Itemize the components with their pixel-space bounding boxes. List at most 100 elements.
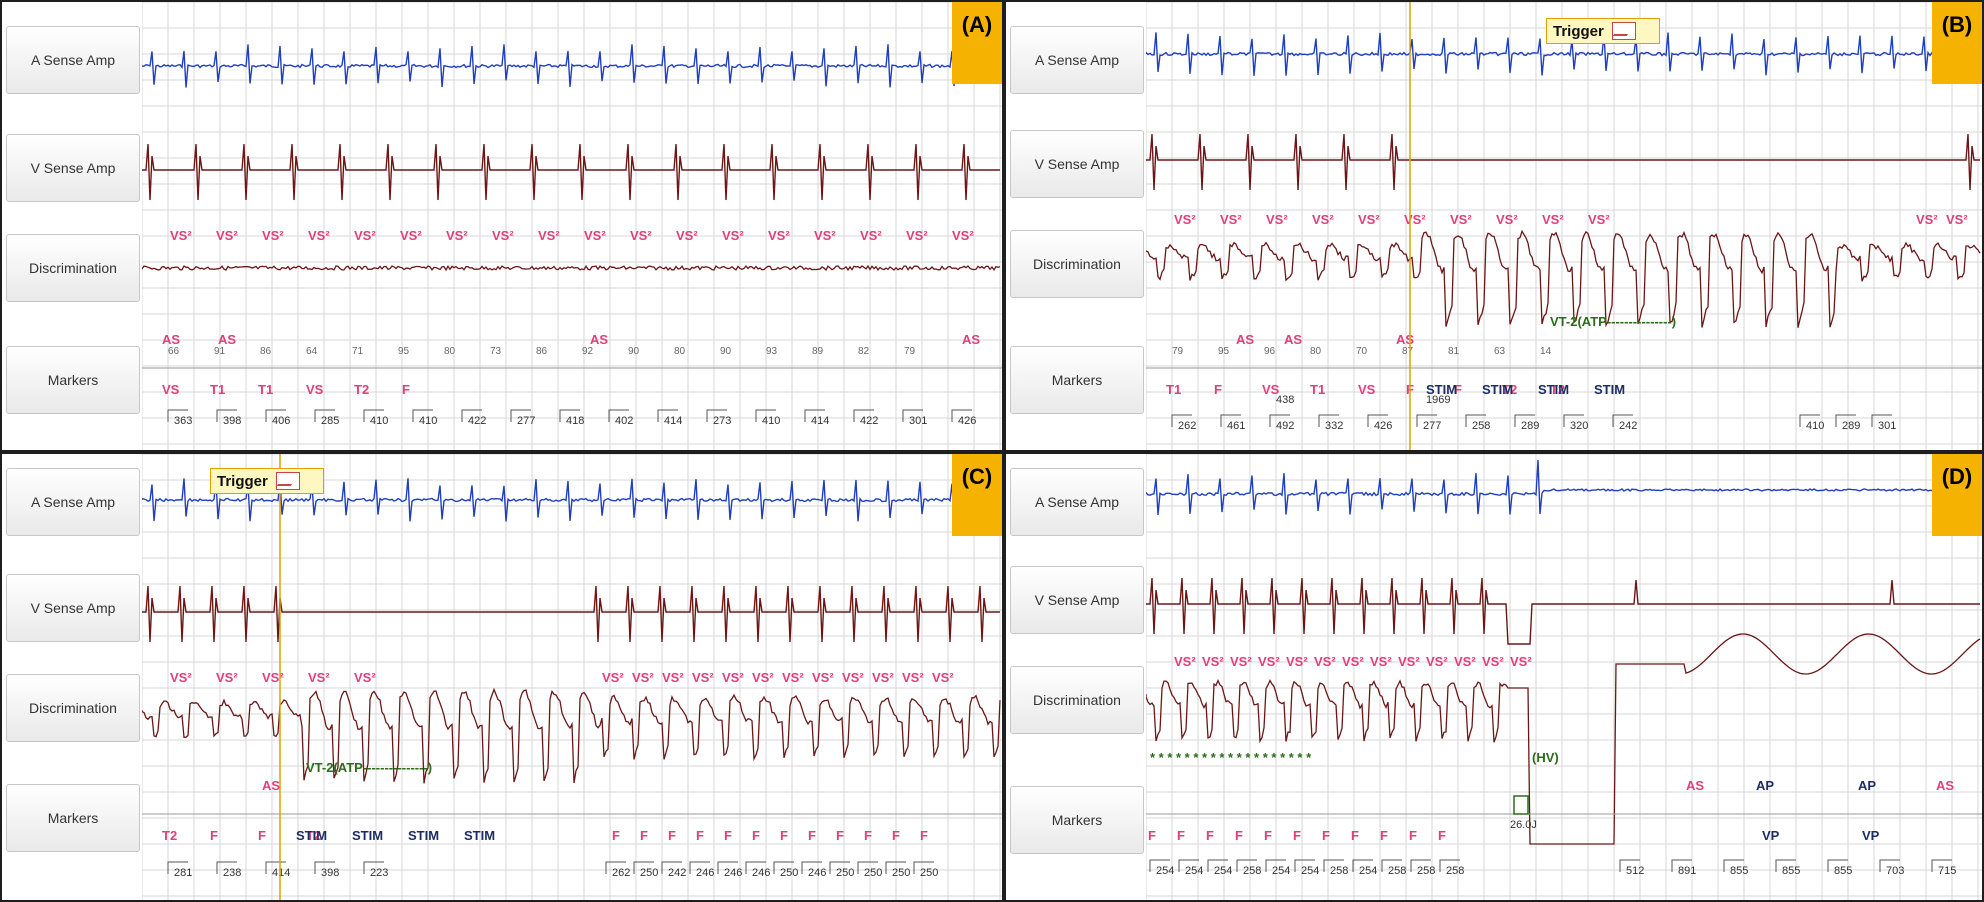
ecg-svg-a: VS² VS² VS² VS² VS² VS² VS² VS² VS² VS² VS² VS² VS² V… [142, 2, 1002, 450]
interval-value: 1969 [1426, 394, 1450, 406]
ventricular-marker: F [892, 828, 900, 843]
interval-bracket [689, 861, 710, 874]
ventricular-marker: T2 [1502, 382, 1517, 397]
atrial-marker: AS [218, 332, 236, 347]
vs-marker: VS² [752, 670, 774, 685]
grid [1146, 2, 1982, 450]
interval-bracket [167, 409, 188, 422]
vs-marker: VS² [1358, 212, 1380, 227]
interval-value: 363 [174, 415, 192, 427]
interval-value: 277 [517, 415, 535, 427]
interval-value: 250 [640, 867, 658, 879]
interval-bracket [461, 409, 482, 422]
rr-value: 90 [720, 346, 732, 357]
trigger-flag[interactable]: Trigger [210, 468, 324, 494]
rr-value: 66 [168, 346, 180, 357]
interval-bracket [661, 861, 682, 874]
grid [142, 454, 1002, 900]
interval-value: 246 [808, 867, 826, 879]
panel-d: A Sense Amp V Sense Amp Discrimination M… [1004, 452, 1984, 902]
stim-marker: STIM [1538, 382, 1569, 397]
interval-bracket [167, 861, 188, 874]
rr-value: 70 [1356, 346, 1368, 357]
trigger-flag[interactable]: Trigger [1546, 18, 1660, 44]
v-sense-amp-label[interactable]: V Sense Amp [6, 134, 140, 202]
vs-marker: VS² [584, 228, 606, 243]
panel-a: A Sense Amp V Sense Amp Discrimination M… [0, 0, 1004, 452]
interval-value: 422 [860, 415, 878, 427]
rr-value: 80 [1310, 346, 1322, 357]
vs-marker: VS² [722, 228, 744, 243]
interval-bracket [1723, 859, 1744, 872]
interval-value: 855 [1834, 865, 1852, 877]
ventricular-marker: VS [1358, 382, 1376, 397]
ventricular-marker: F [402, 382, 410, 397]
vs-marker: VS² [1220, 212, 1242, 227]
atrial-marker: AS [1686, 778, 1704, 793]
interval-value: 855 [1782, 865, 1800, 877]
ventricular-marker: F [1214, 382, 1222, 397]
interval-value: 301 [1878, 420, 1896, 432]
ecg-svg-b: VS² VS² VS² VS² VS² VS² VS² VS² VS² VS² VS² VS² AS AS… [1146, 2, 1982, 450]
interval-value: 273 [713, 415, 731, 427]
rr-value: 95 [398, 346, 410, 357]
vs-marker: VS² [1426, 654, 1448, 669]
interval-bracket [1619, 859, 1640, 872]
rr-value: 87 [1402, 346, 1414, 357]
shock-energy: 26.0J [1510, 819, 1537, 831]
discrimination-label[interactable]: Discrimination [6, 674, 140, 742]
rr-value: 89 [812, 346, 824, 357]
ventricular-marker: F [1235, 828, 1243, 843]
markers-label[interactable]: Markers [6, 346, 140, 414]
a-sense-amp-label[interactable]: A Sense Amp [6, 468, 140, 536]
interval-bracket [706, 409, 727, 422]
interval-bracket [1871, 414, 1892, 427]
interval-value: 258 [1243, 865, 1261, 877]
a-sense-amp-label[interactable]: A Sense Amp [1010, 26, 1144, 94]
interval-bracket [745, 861, 766, 874]
vs-marker: VS² [906, 228, 928, 243]
interval-value: 398 [223, 415, 241, 427]
rr-value: 81 [1448, 346, 1460, 357]
ecg-svg-c: VS² VS² VS² VS² VS² VS² VS² VS² VS² VS² VS² VS² VS² V… [142, 454, 1002, 900]
atrial-marker: AS [262, 778, 280, 793]
interval-bracket [885, 861, 906, 874]
discrimination-label[interactable]: Discrimination [6, 234, 140, 302]
v-sense-trace [142, 585, 1000, 643]
a-sense-amp-label[interactable]: A Sense Amp [1010, 468, 1144, 536]
markers-label[interactable]: Markers [1010, 346, 1144, 414]
interval-bracket [1294, 859, 1315, 872]
vs-marker: VS² [814, 228, 836, 243]
v-sense-amp-label[interactable]: V Sense Amp [6, 574, 140, 642]
interval-value: 250 [864, 867, 882, 879]
trace-area-d: VS² VS² VS² VS² VS² VS² VS² VS² VS² VS² VS² VS² VS² A… [1146, 454, 1982, 900]
vs-marker: VS² [170, 670, 192, 685]
markers-label[interactable]: Markers [1010, 786, 1144, 854]
atrial-marker: AS [590, 332, 608, 347]
ventricular-marker: VS [306, 382, 324, 397]
interval-value: 406 [272, 415, 290, 427]
ventricular-marker: VS [1262, 382, 1280, 397]
trigger-text: Trigger [1553, 22, 1604, 40]
interval-value: 414 [664, 415, 682, 427]
ventricular-marker: F [1409, 828, 1417, 843]
discrimination-label[interactable]: Discrimination [1010, 666, 1144, 734]
interval-bracket [1149, 859, 1170, 872]
interval-value: 410 [370, 415, 388, 427]
a-sense-amp-label[interactable]: A Sense Amp [6, 26, 140, 94]
grid [142, 2, 1002, 450]
ventricular-marker: F [210, 828, 218, 843]
discrimination-label[interactable]: Discrimination [1010, 230, 1144, 298]
vs-marker: VS² [632, 670, 654, 685]
rr-value: 95 [1218, 346, 1230, 357]
interval-value: 254 [1185, 865, 1203, 877]
interval-value: 320 [1570, 420, 1588, 432]
v-sense-amp-label[interactable]: V Sense Amp [1010, 130, 1144, 198]
atp-label: * * * * * * * * * * * * * * * * * * * [1150, 750, 1312, 765]
rr-value: 80 [444, 346, 456, 357]
vs-marker: VS² [1510, 654, 1532, 669]
markers-label[interactable]: Markers [6, 784, 140, 852]
interval-bracket [755, 409, 776, 422]
v-sense-amp-label[interactable]: V Sense Amp [1010, 566, 1144, 634]
interval-bracket [412, 409, 433, 422]
